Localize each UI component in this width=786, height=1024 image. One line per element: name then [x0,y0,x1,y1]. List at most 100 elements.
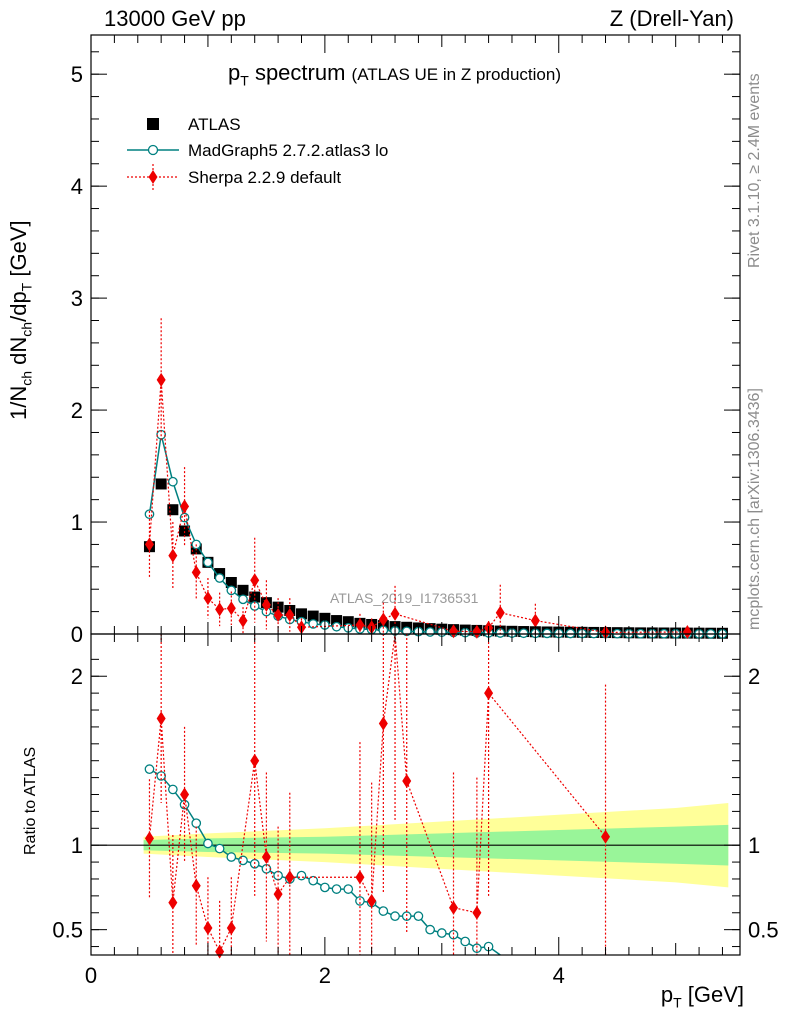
sherpa-point [682,624,692,639]
ratio-y-tick-label-right: 1 [748,833,760,858]
sherpa-point [215,602,225,617]
sherpa-ratio-point [449,900,459,915]
sherpa-ratio-point [215,944,225,959]
madgraph-ratio-point [144,764,155,775]
sherpa-point [180,499,190,514]
madgraph-ratio-point [308,875,319,886]
sherpa-point [168,548,178,563]
sherpa-ratio-point [355,870,365,885]
plot-title: pT spectrum (ATLAS UE in Z production) [228,60,561,89]
sherpa-ratio-point [203,920,213,935]
atlas-point [295,608,307,620]
ratio-series [144,633,611,959]
madgraph-point [238,594,248,605]
sherpa-ratio-point [285,870,295,885]
madgraph-point [226,585,237,596]
atlas-point [342,616,354,628]
sherpa-point [390,606,400,621]
atlas-point [249,591,261,603]
madgraph-ratio-point [226,852,237,862]
main-y-tick-label: 3 [71,286,83,311]
ratio-y-tick-label-right: 0.5 [748,918,779,943]
sherpa-ratio-point [472,905,482,920]
energy-label: 13000 GeV pp [104,6,246,31]
madgraph-point [518,628,529,639]
sherpa-ratio-point [601,829,611,844]
madgraph-ratio-point [296,870,307,881]
atlas-point [307,610,319,622]
madgraph-point [542,628,552,639]
madgraph-ratio-point [425,924,435,935]
sherpa-point [226,601,236,616]
legend: ATLAS MadGraph5 2.7.2.atlas3 lo Sherpa 2.2… [127,115,388,190]
sherpa-ratio-point [367,893,377,908]
x-tick-label: 4 [553,963,565,988]
legend-sherpa-marker [148,170,158,184]
main-y-tick-label: 4 [71,174,83,199]
sherpa-point [238,613,248,628]
sherpa-point [203,591,213,606]
legend-entry: MadGraph5 2.7.2.atlas3 lo [188,141,388,160]
madgraph-ratio-point [472,943,482,954]
main-series [143,318,728,640]
madgraph-ratio-point [238,855,248,866]
madgraph-ratio-point [343,884,354,894]
sherpa-point [191,565,201,580]
axis-ticks: 0 1 2 3 4 5 0 2 4 0.5 0.5 1 1 2 2 [52,35,779,988]
main-y-tick-label: 5 [71,62,83,87]
sherpa-ratio-point [168,895,178,910]
sherpa-ratio-point [273,887,283,902]
sherpa-ratio-point [250,753,260,768]
atlas-point [179,525,191,537]
x-tick-label: 0 [85,963,97,988]
sherpa-ratio-point [180,787,190,802]
sherpa-ratio-point [156,711,166,726]
sherpa-point [261,597,271,612]
madgraph-ratio-point [203,838,213,849]
sherpa-point [495,605,505,620]
atlas-point [155,478,167,490]
legend-atlas-marker [147,118,159,130]
madgraph-ratio-point [378,906,389,916]
sherpa-point [144,537,154,552]
atlas-point [237,584,249,596]
analysis-watermark: ATLAS_2019_I1736531 [330,590,479,606]
ratio-y-tick-label-right: 2 [748,664,760,689]
madgraph-ratio-point [214,843,225,854]
madgraph-ratio-point [355,896,365,906]
legend-madgraph-marker [147,144,159,156]
sherpa-ratio-point [144,831,154,846]
sherpa-point [355,618,365,633]
sherpa-ratio-point [484,686,494,701]
sherpa-ratio-line [148,633,606,953]
ratio-y-tick-label: 2 [71,664,83,689]
sherpa-ratio-point [226,920,236,935]
sherpa-ratio-point [191,878,201,893]
madgraph-point [308,619,319,629]
sherpa-point [530,613,540,628]
sherpa-point [449,624,459,639]
madgraph-ratio-point [460,936,471,947]
x-tick-label: 2 [319,963,331,988]
madgraph-ratio-point [436,928,447,938]
madgraph-point [203,557,213,568]
process-label: Z (Drell-Yan) [609,6,734,31]
sherpa-point [472,624,482,639]
sherpa-point [378,612,388,627]
sherpa-ratio-point [261,850,271,865]
madgraph-ratio-point [413,911,424,921]
sherpa-point [285,607,295,622]
sherpa-ratio-point [378,716,388,731]
madgraph-ratio-point [390,911,400,921]
madgraph-point [331,621,342,632]
madgraph-point [214,573,225,583]
main-y-tick-label: 0 [71,622,83,647]
ratio-y-tick-label: 0.5 [52,918,83,943]
sherpa-point [156,372,166,387]
sherpa-point [250,573,260,588]
main-y-tick-label: 2 [71,398,83,423]
madgraph-ratio-point [191,818,202,829]
sherpa-ratio-point [402,773,412,788]
madgraph-ratio-point [331,884,342,894]
